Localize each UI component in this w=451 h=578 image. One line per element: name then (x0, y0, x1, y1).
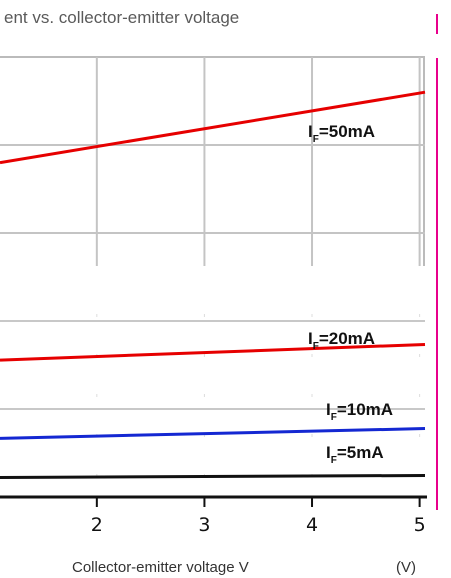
x-tick-label: 3 (198, 514, 210, 536)
series-label: IF=5mA (326, 443, 384, 466)
chart-title: ent vs. collector-emitter voltage (4, 8, 239, 27)
upper-plot-panel (0, 56, 425, 266)
x-tick-labels: 2 3 4 5 (91, 514, 426, 536)
series-line (0, 90, 426, 165)
x-tick-label: 4 (306, 514, 318, 536)
series-label: IF=20mA (308, 329, 375, 352)
x-tick-label: 2 (91, 514, 103, 536)
x-tick-label: 5 (414, 514, 426, 536)
series-line (0, 427, 426, 440)
x-axis-label: Collector-emitter voltage V (72, 559, 249, 576)
series-label: IF=50mA (308, 122, 375, 145)
series-lines (0, 90, 426, 479)
series-line (0, 342, 426, 362)
series-line (0, 473, 426, 479)
x-axis-unit: (V) (396, 559, 416, 576)
series-labels: IF=50mA IF=20mA IF=10mA IF=5mA (308, 122, 393, 466)
vertical-gridlines (95, 57, 421, 507)
lower-plot-panel (0, 320, 427, 499)
series-label: IF=10mA (326, 400, 393, 423)
